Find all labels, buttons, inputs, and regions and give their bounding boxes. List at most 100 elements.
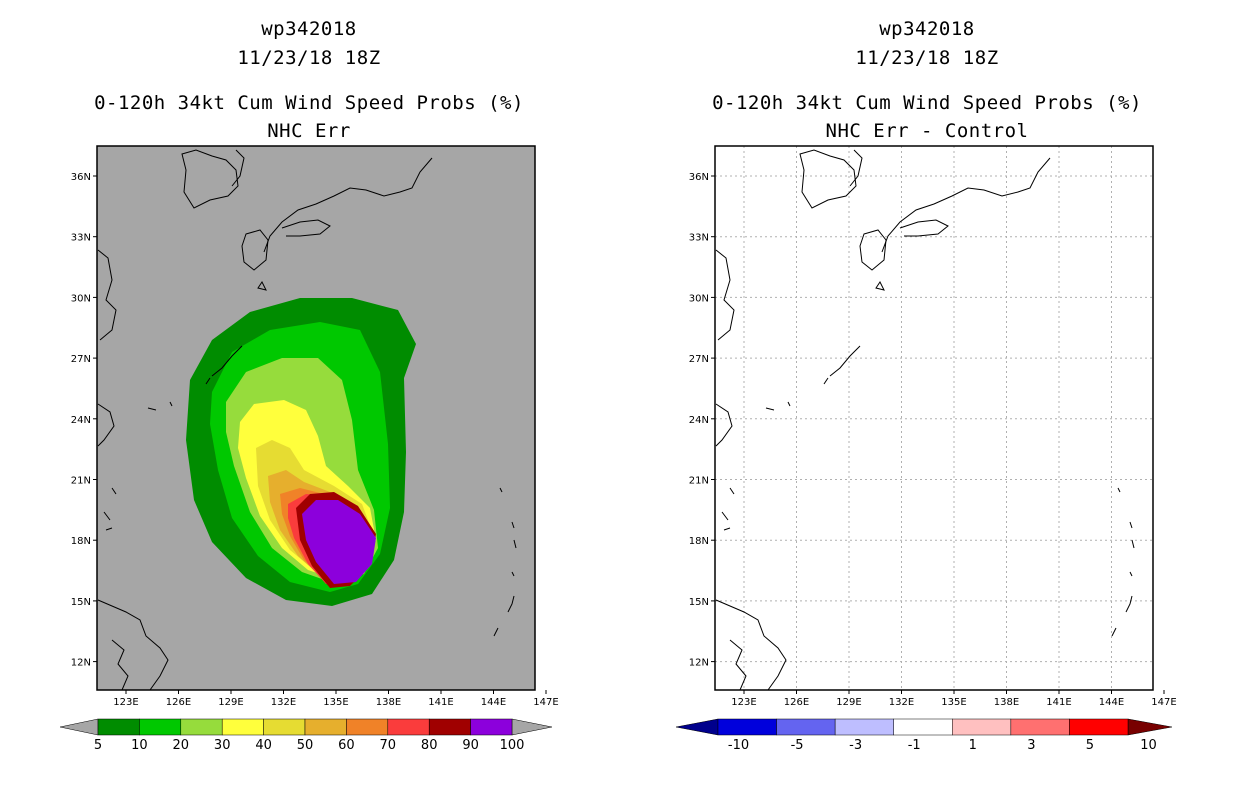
coastline — [97, 599, 169, 691]
coastline — [823, 345, 861, 385]
coastline — [241, 229, 269, 271]
panel-subtitle: NHC Err — [267, 120, 351, 142]
colorbar-segment — [1010, 718, 1070, 736]
lon-tick-label: 144E — [481, 697, 506, 708]
colorbar-segment — [776, 718, 836, 736]
colorbar-label: 90 — [462, 738, 479, 753]
lon-tick-label: 129E — [836, 697, 861, 708]
lat-tick-label: 18N — [71, 536, 91, 547]
colorbar-segment — [346, 718, 389, 736]
lat-tick-label: 15N — [689, 597, 709, 608]
lat-tick-label: 24N — [689, 415, 709, 426]
colorbar-segment — [1069, 718, 1129, 736]
coastline — [97, 403, 115, 447]
colorbar-label: 10 — [1140, 738, 1157, 753]
coastline — [147, 401, 173, 411]
lon-tick-label: 123E — [113, 697, 138, 708]
lat-tick-label: 15N — [71, 597, 91, 608]
lat-tick-label: 30N — [689, 293, 709, 304]
colorbar-label: 30 — [214, 738, 231, 753]
lon-tick-label: 144E — [1099, 697, 1124, 708]
colorbar-segment — [139, 718, 182, 736]
coastline — [765, 401, 791, 411]
map-background — [715, 146, 1153, 690]
coastline — [231, 149, 245, 187]
lon-tick-label: 132E — [889, 697, 914, 708]
colorbar-segment — [470, 718, 513, 736]
colorbar-high-triangle — [511, 718, 553, 736]
lon-tick-label: 123E — [731, 697, 756, 708]
panel-subtitle: NHC Err - Control — [825, 120, 1029, 142]
coastline — [799, 149, 857, 209]
coastline — [881, 157, 1051, 253]
colorbar-label: 5 — [94, 738, 102, 753]
coastline — [721, 487, 735, 531]
coastline — [97, 249, 117, 341]
coastline — [715, 403, 733, 447]
colorbar-segment — [893, 718, 953, 736]
colorbar-segment — [717, 718, 777, 736]
coastline — [899, 219, 949, 237]
colorbar-label: 50 — [297, 738, 314, 753]
valid-time-title: 11/23/18 18Z — [237, 47, 381, 69]
panel-nhc-err: wp342018 11/23/18 18Z 0-120h 34kt Cum Wi… — [59, 18, 559, 753]
coastline — [257, 281, 267, 291]
lat-tick-label: 27N — [71, 354, 91, 365]
colorbar-low-triangle — [675, 718, 719, 736]
colorbar-label: 100 — [500, 738, 525, 753]
coastline — [103, 487, 117, 531]
colorbar-label: 80 — [421, 738, 438, 753]
coastline — [205, 345, 243, 385]
map-frame — [96, 145, 536, 691]
coastline — [493, 487, 517, 637]
lat-tick-label: 36N — [71, 172, 91, 183]
colorbar-segment — [387, 718, 430, 736]
coastline — [715, 599, 787, 691]
colorbar-label: -10 — [728, 738, 749, 753]
lon-tick-label: 141E — [1046, 697, 1071, 708]
lon-tick-label: 129E — [218, 697, 243, 708]
panel-nhc-err-control: wp342018 11/23/18 18Z 0-120h 34kt Cum Wi… — [618, 0, 1236, 800]
product-title: 0-120h 34kt Cum Wind Speed Probs (%) — [94, 92, 524, 114]
colorbar-label: 60 — [338, 738, 355, 753]
coastline — [849, 149, 863, 187]
colorbar-label: -1 — [908, 738, 921, 753]
lat-tick-label: 30N — [71, 293, 91, 304]
coastline — [181, 149, 239, 209]
lat-tick-label: 18N — [689, 536, 709, 547]
coastline — [281, 219, 331, 237]
map-frame — [714, 145, 1154, 691]
lat-tick-label: 21N — [689, 476, 709, 487]
colorbar-label: 40 — [255, 738, 272, 753]
colorbar-low-triangle — [59, 718, 99, 736]
colorbar-label: 10 — [131, 738, 148, 753]
colorbar-label: -3 — [849, 738, 862, 753]
lon-tick-label: 135E — [941, 697, 966, 708]
lon-tick-label: 138E — [994, 697, 1019, 708]
colorbar-segment — [180, 718, 223, 736]
lat-tick-label: 24N — [71, 415, 91, 426]
product-title: 0-120h 34kt Cum Wind Speed Probs (%) — [712, 92, 1142, 114]
colorbar-label: 3 — [1027, 738, 1035, 753]
lon-tick-label: 126E — [784, 697, 809, 708]
colorbar-segment — [834, 718, 894, 736]
colorbar-segment — [304, 718, 347, 736]
colorbar-segment — [263, 718, 306, 736]
lon-tick-label: 135E — [323, 697, 348, 708]
storm-id-title: wp342018 — [879, 18, 975, 40]
coastline — [1111, 487, 1135, 637]
right-map-svg: 123E 126E 129E 132E 135E 138E 141E 144E 147E 36N 3… — [675, 145, 1177, 753]
lat-tick-label: 12N — [689, 658, 709, 669]
lat-tick-label: 36N — [689, 172, 709, 183]
colorbar-high-triangle — [1127, 718, 1173, 736]
lat-tick-label: 33N — [689, 233, 709, 244]
lon-tick-label: 141E — [428, 697, 453, 708]
colorbar-label: 5 — [1086, 738, 1094, 753]
coastline — [875, 281, 885, 291]
colorbar-segment — [221, 718, 264, 736]
colorbar-segment — [97, 718, 140, 736]
lat-tick-label: 27N — [689, 354, 709, 365]
storm-id-title: wp342018 — [261, 18, 357, 40]
colorbar-label: -5 — [791, 738, 804, 753]
probability-contour — [302, 500, 376, 584]
